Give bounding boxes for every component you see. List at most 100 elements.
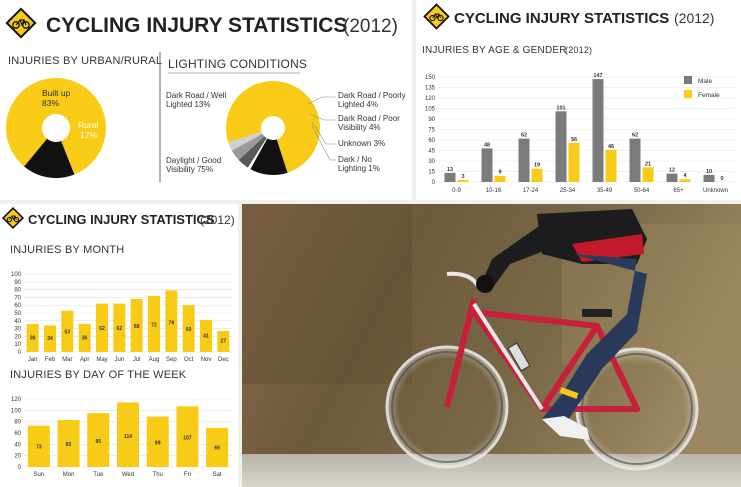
age-gender-year: (2012): [565, 45, 592, 55]
bar-value-female: 3: [461, 174, 464, 180]
saddle: [582, 309, 612, 317]
bar-value: 107: [183, 436, 192, 442]
bar-male: [444, 172, 456, 182]
leader-line-no-lighting: [311, 125, 336, 161]
y-tick-label: 150: [425, 75, 436, 81]
y-tick-label: 15: [428, 170, 435, 176]
no-lighting-label-2: Lighting 1%: [338, 164, 380, 173]
bar-value: 114: [124, 434, 132, 440]
y-tick-label: 120: [425, 96, 436, 102]
x-tick-label: Thu: [153, 472, 163, 478]
leader-line-unknown: [311, 121, 336, 145]
bar-value-female: 4: [683, 173, 687, 179]
y-tick-label: 100: [11, 272, 22, 278]
bar: [130, 298, 143, 352]
bar-value: 36: [30, 335, 36, 341]
unknown-lighting-slice: [228, 131, 263, 151]
y-tick-label: 30: [14, 327, 21, 333]
bar-value-male: 12: [669, 168, 675, 174]
cyclist-jeans: [542, 254, 647, 429]
daylight-label-1: Daylight / Good: [166, 156, 221, 165]
legend-swatch-female: [684, 90, 692, 98]
x-tick-label: Apr: [80, 357, 89, 363]
chart-title: CYCLING INJURY STATISTICS: [28, 212, 215, 227]
bar: [200, 320, 212, 352]
y-tick-label: 10: [14, 342, 21, 348]
bar: [96, 303, 108, 352]
x-tick-label: Feb: [45, 357, 56, 363]
cycling-warning-sign-icon: [5, 7, 37, 39]
bar-female: [494, 175, 506, 182]
y-tick-label: 0: [432, 180, 436, 186]
x-tick-label: Nov: [201, 357, 212, 363]
x-tick-label: Jan: [28, 357, 38, 363]
bar-female: [531, 168, 543, 182]
y-tick-label: 40: [14, 319, 21, 325]
bar-male: [629, 138, 641, 182]
bar-value: 27: [221, 339, 227, 345]
bar-value: 83: [66, 442, 72, 448]
y-tick-label: 0: [18, 465, 22, 471]
x-tick-label: 65+: [673, 188, 684, 194]
bar-value: 69: [214, 445, 220, 451]
x-tick-label: Mon: [63, 472, 75, 478]
bar-value: 72: [151, 323, 157, 329]
bar: [26, 323, 39, 352]
x-tick-label: Dec: [218, 357, 229, 363]
bar: [44, 325, 56, 352]
bar-value-female: 21: [645, 161, 651, 167]
month-weekday-svg: CYCLING INJURY STATISTICS (2012) INJURIE…: [1, 206, 235, 478]
cyclist-photo-svg: [242, 204, 741, 487]
chart-year: (2012): [200, 213, 235, 227]
urban-rural-heading: INJURIES BY URBAN/RURAL: [8, 55, 162, 67]
x-tick-label: 0-9: [452, 188, 461, 194]
bar: [117, 402, 139, 467]
cyclist-arm: [482, 224, 562, 286]
y-tick-label: 90: [14, 280, 21, 286]
bar-male: [666, 173, 678, 182]
bar: [87, 413, 110, 467]
cyclist-photo: [242, 204, 741, 487]
bar-male: [703, 175, 715, 182]
bar-male: [481, 148, 493, 182]
weekday-chart: 0 20 40 60 80 100 120 73 Sun 83 Mon 95 Tue 114 Wed 89 Th…: [11, 397, 232, 478]
bar-female: [605, 149, 617, 182]
bar: [61, 310, 74, 352]
no-lighting-slice: [247, 138, 268, 170]
x-tick-label: Sep: [166, 357, 177, 363]
x-tick-label: May: [96, 357, 107, 363]
x-tick-label: 17-24: [523, 188, 539, 194]
bar-value: 60: [186, 327, 192, 333]
cyclist-jersey-red: [572, 234, 644, 262]
age-gender-heading: INJURIES BY AGE & GENDER: [422, 45, 567, 56]
bar-female: [568, 142, 580, 182]
legend-label-female: Female: [698, 92, 720, 99]
x-tick-label: Wed: [122, 472, 134, 478]
x-tick-label: Mar: [62, 357, 72, 363]
bar-value-male: 62: [521, 133, 527, 139]
y-tick-label: 45: [428, 149, 435, 155]
bar-value-male: 147: [593, 73, 602, 79]
bar: [206, 427, 229, 467]
x-tick-label: Oct: [184, 357, 194, 363]
bar-male: [518, 138, 530, 182]
bar-value-female: 46: [608, 144, 614, 150]
cycling-warning-sign-icon: [1, 206, 25, 230]
bar-value: 62: [99, 326, 105, 332]
urban-lighting-panel: CYCLING INJURY STATISTICS (2012) INJURIE…: [0, 0, 412, 200]
rural-slice: [24, 138, 75, 178]
x-tick-label: Jun: [114, 357, 124, 363]
chart-year: (2012): [343, 16, 398, 37]
bar-value-female: 56: [571, 137, 577, 143]
bar-value-male: 10: [706, 169, 712, 175]
y-tick-label: 75: [428, 128, 435, 134]
bar-value-male: 101: [556, 105, 565, 111]
y-tick-label: 20: [14, 454, 21, 460]
y-tick-label: 90: [428, 117, 435, 123]
y-tick-label: 70: [14, 295, 21, 301]
poor-visibility-label-2: Visibility 4%: [338, 123, 381, 132]
bar-value-female: 19: [534, 163, 540, 169]
y-tick-label: 60: [428, 138, 435, 144]
bar-value: 89: [155, 440, 161, 446]
bar-value: 62: [117, 326, 123, 332]
